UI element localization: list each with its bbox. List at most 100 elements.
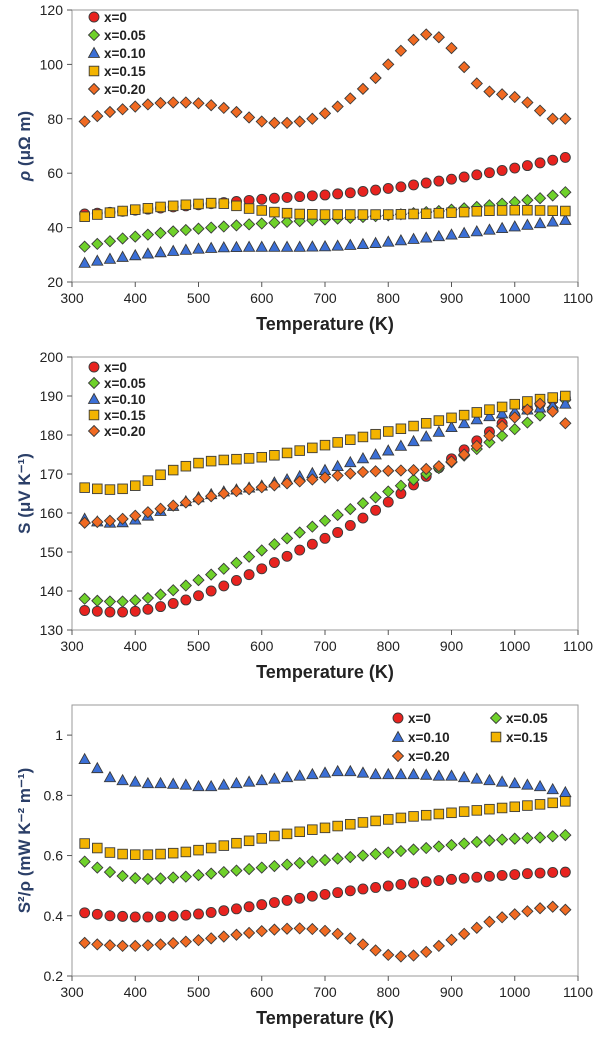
seebeck-chart: 300 400 500 600 700 800 900 1000 1100 130 140 150 16… [15, 349, 593, 682]
data-point [129, 939, 142, 953]
data-point [104, 910, 116, 922]
data-point [381, 444, 395, 456]
legend-label: x=0.15 [506, 730, 548, 745]
data-point [419, 430, 433, 442]
data-point [508, 411, 521, 424]
data-point [445, 769, 458, 781]
data-point [155, 469, 166, 481]
data-point [533, 192, 547, 205]
data-point [559, 417, 572, 430]
data-point [496, 401, 508, 413]
data-point [167, 910, 179, 922]
data-point [395, 181, 407, 193]
data-point [382, 880, 394, 892]
data-point [521, 905, 534, 918]
legend-item: x=0.05 [87, 28, 146, 43]
data-point [141, 591, 155, 605]
data-point [521, 831, 534, 845]
data-point [331, 239, 344, 251]
data-point [204, 241, 218, 253]
data-point [128, 248, 142, 261]
data-point [559, 866, 571, 878]
data-point [141, 776, 155, 789]
data-point [547, 205, 558, 216]
data-point [382, 846, 395, 859]
data-point [521, 416, 534, 429]
data-point [356, 237, 370, 250]
data-point [382, 948, 395, 962]
data-point [318, 514, 332, 527]
data-point [394, 767, 408, 780]
legend-marker [391, 749, 405, 763]
data-point [193, 590, 204, 602]
data-point [369, 847, 382, 861]
data-point [471, 871, 483, 883]
data-point [242, 926, 256, 940]
data-point [192, 779, 205, 792]
data-point [306, 890, 318, 902]
data-point [369, 71, 382, 85]
data-point [408, 179, 419, 191]
data-point [256, 205, 268, 216]
data-point [78, 592, 91, 605]
data-point [407, 232, 420, 244]
data-point [383, 814, 394, 825]
data-point [306, 112, 319, 125]
data-point [91, 254, 104, 266]
y-tick-label: 160 [40, 505, 64, 521]
data-point [331, 100, 344, 113]
data-point [332, 527, 344, 538]
data-point [242, 240, 256, 252]
data-point [496, 165, 508, 176]
data-point [356, 497, 370, 510]
legend-marker [88, 409, 100, 421]
data-point [205, 932, 218, 945]
data-point [242, 483, 256, 496]
data-point [243, 203, 255, 214]
series-x=0.10 [78, 752, 572, 798]
legend-label: x=0.15 [104, 408, 146, 423]
data-point [509, 398, 521, 410]
data-point [484, 404, 495, 415]
data-point [154, 226, 167, 240]
data-point [394, 233, 408, 246]
data-point [496, 205, 508, 216]
data-point [534, 157, 546, 169]
data-point [91, 761, 104, 774]
data-point [230, 776, 243, 789]
data-point [142, 849, 154, 860]
x-tick-label: 800 [377, 638, 401, 654]
data-point [407, 434, 420, 447]
data-point [319, 532, 331, 544]
data-point [533, 902, 547, 915]
data-point [256, 833, 268, 844]
x-tick-label: 500 [187, 638, 211, 654]
data-point [433, 415, 445, 426]
data-point [92, 483, 103, 495]
data-point [142, 911, 154, 923]
data-point [318, 107, 332, 120]
data-point [394, 950, 408, 963]
data-point [230, 240, 243, 253]
data-point [129, 849, 141, 860]
data-point [167, 464, 179, 476]
data-point [381, 767, 395, 780]
data-point [154, 502, 167, 515]
data-point [230, 903, 242, 915]
data-point [318, 471, 332, 484]
data-point [179, 935, 192, 948]
x-tick-label: 1000 [499, 984, 530, 1000]
data-point [306, 520, 319, 533]
data-point [242, 218, 256, 231]
data-point [167, 225, 180, 238]
data-point [117, 606, 129, 618]
data-point [381, 235, 395, 247]
x-tick-label: 300 [60, 984, 84, 1000]
data-point [408, 811, 419, 822]
data-point [217, 778, 231, 790]
data-point [369, 236, 382, 248]
data-point [307, 209, 318, 220]
data-point [217, 562, 230, 575]
data-point [471, 206, 483, 217]
data-point [345, 209, 356, 220]
